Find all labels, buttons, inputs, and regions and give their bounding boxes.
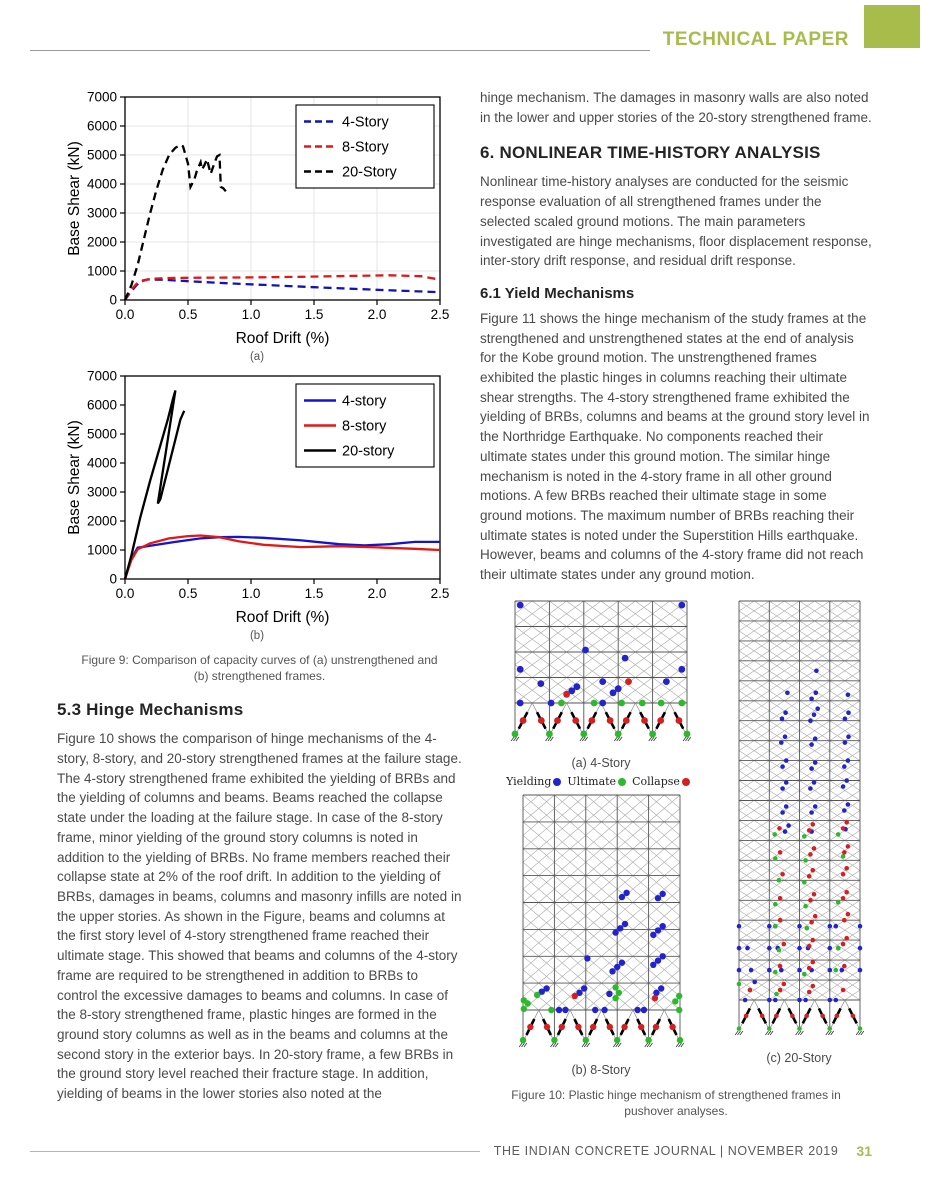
section-5-3-heading: 5.3 Hinge Mechanisms bbox=[57, 700, 244, 720]
hinge-diagram-4-story bbox=[511, 600, 691, 742]
section-5-3-body: Figure 10 shows the comparison of hinge … bbox=[57, 731, 462, 1102]
section-6-1-heading: 6.1 Yield Mechanisms bbox=[480, 284, 635, 302]
content-columns: 0 1000 2000 3000 4000 5000 6000 7000 0.0 0.5 1.0 1.… bbox=[57, 88, 872, 1119]
legend-yielding-label: Yielding bbox=[506, 774, 552, 788]
figure-10-right-stack: (c) 20-Story bbox=[731, 597, 867, 1065]
svg-text:2000: 2000 bbox=[87, 514, 117, 529]
svg-text:4000: 4000 bbox=[87, 177, 117, 192]
svg-text:0: 0 bbox=[109, 293, 117, 308]
svg-text:1.5: 1.5 bbox=[305, 307, 324, 322]
svg-text:4000: 4000 bbox=[87, 456, 117, 471]
svg-text:0.5: 0.5 bbox=[179, 307, 198, 322]
svg-text:0: 0 bbox=[109, 572, 117, 587]
legend-collapse-label: Collapse bbox=[632, 774, 680, 788]
figure-10-caption: Figure 10: Plastic hinge mechanism of st… bbox=[511, 1087, 841, 1118]
page-header: TECHNICAL PAPER bbox=[0, 0, 927, 60]
svg-text:0.5: 0.5 bbox=[179, 586, 198, 601]
svg-text:5000: 5000 bbox=[87, 148, 117, 163]
ultimate-dot-icon bbox=[618, 777, 627, 786]
svg-text:7000: 7000 bbox=[87, 369, 117, 384]
figure-10: (a) 4-Story Yielding Ultimate Collapse (b)… bbox=[480, 597, 872, 1119]
accent-square bbox=[864, 5, 920, 48]
svg-text:4-story: 4-story bbox=[342, 394, 387, 410]
svg-text:3000: 3000 bbox=[87, 485, 117, 500]
capacity-chart-unstrengthened: 0 1000 2000 3000 4000 5000 6000 7000 0.0 0.5 1.0 1.… bbox=[66, 90, 449, 348]
svg-text:0.0: 0.0 bbox=[116, 307, 135, 322]
svg-text:Roof Drift (%): Roof Drift (%) bbox=[236, 609, 330, 626]
svg-text:2.5: 2.5 bbox=[431, 586, 449, 601]
svg-text:7000: 7000 bbox=[87, 90, 117, 105]
legend-ultimate-label: Ultimate bbox=[567, 774, 617, 788]
svg-text:8-story: 8-story bbox=[342, 419, 387, 435]
hinge-legend: Yielding Ultimate Collapse bbox=[506, 775, 696, 788]
svg-text:2.5: 2.5 bbox=[431, 307, 449, 322]
chart-sublabel-a: (a) bbox=[249, 351, 265, 363]
svg-text:1.0: 1.0 bbox=[242, 586, 261, 601]
svg-text:20-Story: 20-Story bbox=[342, 165, 398, 181]
svg-text:1.5: 1.5 bbox=[305, 586, 324, 601]
page-number: 31 bbox=[856, 1143, 872, 1159]
figure-10-left-stack: (a) 4-Story Yielding Ultimate Collapse (b)… bbox=[485, 597, 717, 1077]
svg-text:4-Story: 4-Story bbox=[342, 115, 389, 131]
svg-text:Base Shear (kN): Base Shear (kN) bbox=[66, 420, 83, 535]
section-6-heading: 6. NONLINEAR TIME-HISTORY ANALYSIS bbox=[480, 143, 821, 163]
section-6-body: Nonlinear time-history analyses are cond… bbox=[480, 174, 872, 269]
svg-text:2.0: 2.0 bbox=[368, 307, 387, 322]
svg-text:5000: 5000 bbox=[87, 427, 117, 442]
hinge-diagram-8-story bbox=[518, 794, 684, 1048]
journal-name: THE INDIAN CONCRETE JOURNAL | NOVEMBER 2… bbox=[493, 1144, 839, 1158]
diagram-caption-20-story: (c) 20-Story bbox=[766, 1050, 832, 1065]
svg-text:Roof Drift (%): Roof Drift (%) bbox=[236, 330, 330, 347]
footer-rule bbox=[30, 1150, 480, 1152]
svg-text:2000: 2000 bbox=[87, 235, 117, 250]
figure-9-caption: Figure 9: Comparison of capacity curves … bbox=[81, 653, 438, 684]
svg-text:1000: 1000 bbox=[87, 264, 117, 279]
figure-10-diagrams: (a) 4-Story Yielding Ultimate Collapse (b)… bbox=[480, 597, 872, 1077]
section-6-1-body: Figure 11 shows the hinge mechanism of t… bbox=[480, 310, 870, 583]
continued-paragraph: hinge mechanism. The damages in masonry … bbox=[480, 90, 872, 125]
diagram-caption-8-story: (b) 8-Story bbox=[571, 1062, 631, 1077]
chart-sublabel-b: (b) bbox=[249, 630, 265, 642]
right-column: hinge mechanism. The damages in masonry … bbox=[480, 88, 872, 1119]
yielding-dot-icon bbox=[553, 777, 562, 786]
figure-9: 0 1000 2000 3000 4000 5000 6000 7000 0.0 0.5 1.0 1.… bbox=[65, 88, 462, 643]
page-footer: THE INDIAN CONCRETE JOURNAL | NOVEMBER 2… bbox=[30, 1143, 872, 1159]
left-column: 0 1000 2000 3000 4000 5000 6000 7000 0.0 0.5 1.0 1.… bbox=[57, 88, 462, 1119]
svg-text:1000: 1000 bbox=[87, 543, 117, 558]
svg-text:6000: 6000 bbox=[87, 398, 117, 413]
svg-text:20-story: 20-story bbox=[342, 444, 395, 460]
svg-text:Base Shear (kN): Base Shear (kN) bbox=[66, 141, 83, 256]
diagram-caption-4-story: (a) 4-Story bbox=[571, 755, 631, 770]
page-title: TECHNICAL PAPER bbox=[662, 29, 849, 50]
svg-text:2.0: 2.0 bbox=[368, 586, 387, 601]
svg-text:1.0: 1.0 bbox=[242, 307, 261, 322]
collapse-dot-icon bbox=[681, 777, 690, 786]
svg-text:3000: 3000 bbox=[87, 206, 117, 221]
hinge-diagram-20-story bbox=[734, 600, 864, 1036]
header-rule bbox=[30, 50, 650, 51]
svg-text:8-Story: 8-Story bbox=[342, 140, 389, 156]
svg-text:0.0: 0.0 bbox=[116, 586, 135, 601]
svg-text:6000: 6000 bbox=[87, 119, 117, 134]
capacity-chart-strengthened: 0 1000 2000 3000 4000 5000 6000 7000 0.0 0.5 1.0 1.… bbox=[66, 369, 449, 627]
